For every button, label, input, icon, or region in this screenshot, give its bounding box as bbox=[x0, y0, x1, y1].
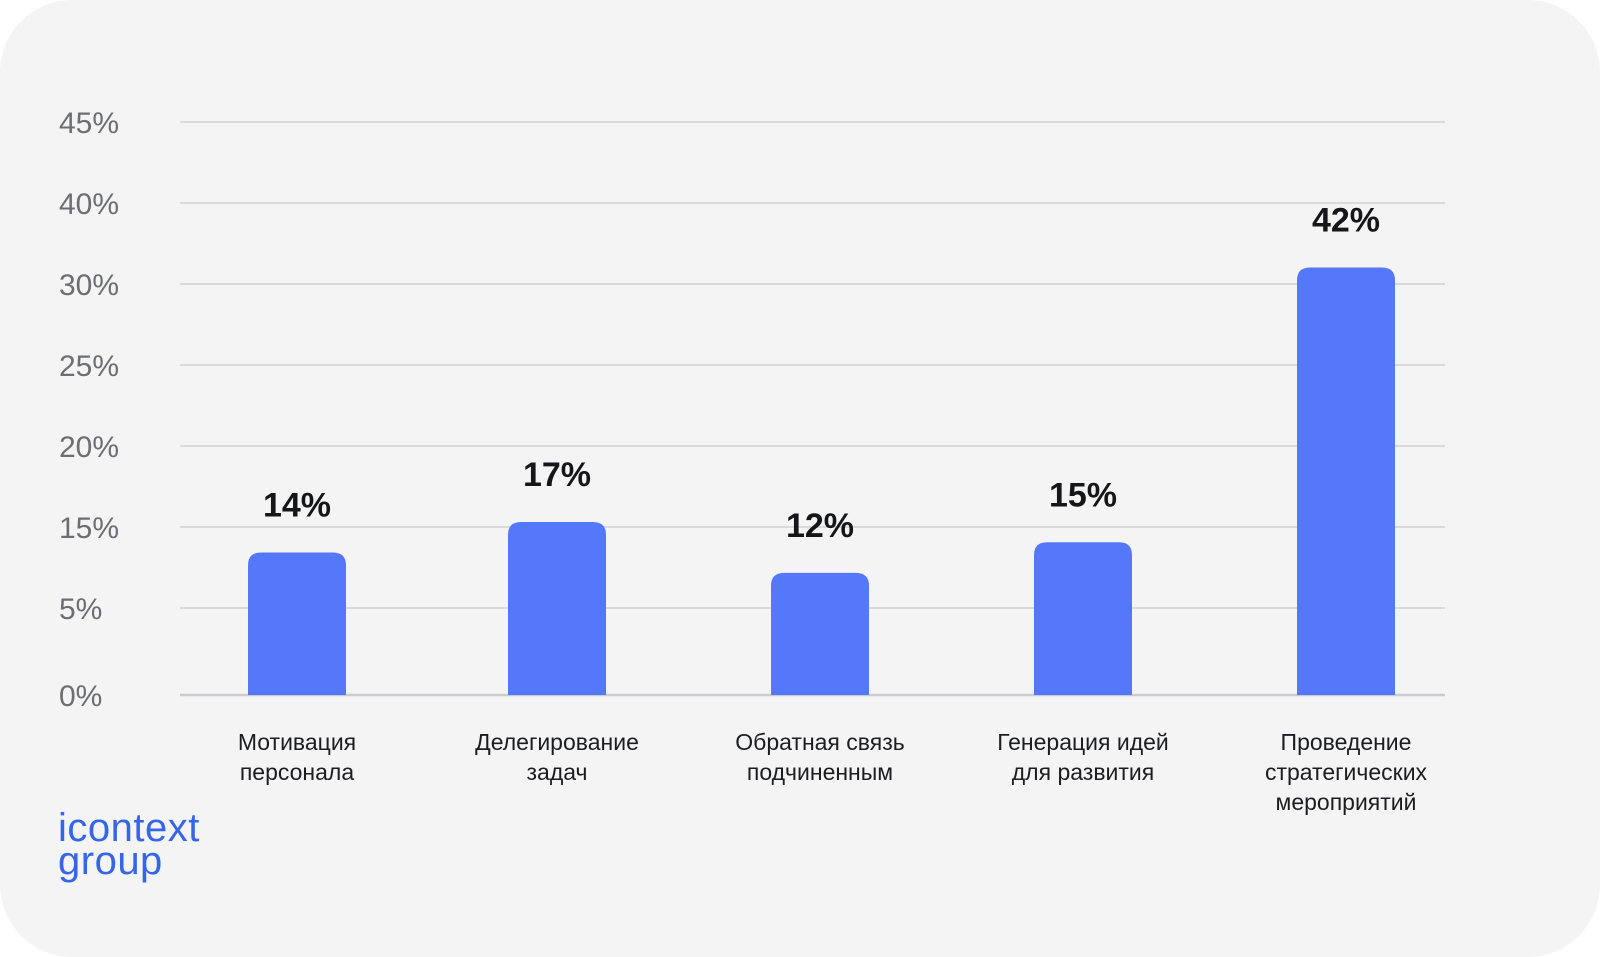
y-tick-label: 30% bbox=[59, 269, 119, 302]
category-label: персонала bbox=[240, 759, 355, 785]
category-label: Делегирование bbox=[475, 729, 639, 755]
bar bbox=[771, 572, 869, 695]
bar-value-label: 17% bbox=[523, 456, 591, 494]
bar bbox=[508, 521, 606, 695]
category-label: Обратная связь bbox=[735, 729, 904, 755]
category-label: мероприятий bbox=[1276, 789, 1417, 815]
category-label: стратегических bbox=[1265, 759, 1428, 785]
bar bbox=[248, 552, 346, 695]
bar-value-label: 15% bbox=[1049, 476, 1117, 514]
y-tick-label: 20% bbox=[59, 431, 119, 464]
logo-line-1: icontext bbox=[58, 806, 200, 850]
y-tick-label: 40% bbox=[59, 188, 119, 221]
bar-value-label: 42% bbox=[1312, 201, 1380, 239]
bar bbox=[1034, 542, 1132, 695]
y-tick-label: 5% bbox=[59, 593, 102, 626]
category-label: Мотивация bbox=[238, 729, 356, 755]
icontext-group-logo: icontext group bbox=[58, 806, 200, 883]
category-label: подчиненным bbox=[747, 759, 893, 785]
category-label: для развития bbox=[1012, 759, 1154, 785]
logo-line-2: group bbox=[58, 839, 163, 883]
y-tick-label: 0% bbox=[59, 680, 102, 713]
category-label: Генерация идей bbox=[997, 729, 1169, 755]
category-label: Проведение bbox=[1281, 729, 1412, 755]
bar-value-label: 12% bbox=[786, 507, 854, 545]
category-label: задач bbox=[526, 759, 587, 785]
y-tick-label: 25% bbox=[59, 350, 119, 383]
y-tick-label: 15% bbox=[59, 512, 119, 545]
y-tick-label: 45% bbox=[59, 107, 119, 140]
bar bbox=[1297, 267, 1395, 695]
bar-value-label: 14% bbox=[263, 486, 331, 524]
